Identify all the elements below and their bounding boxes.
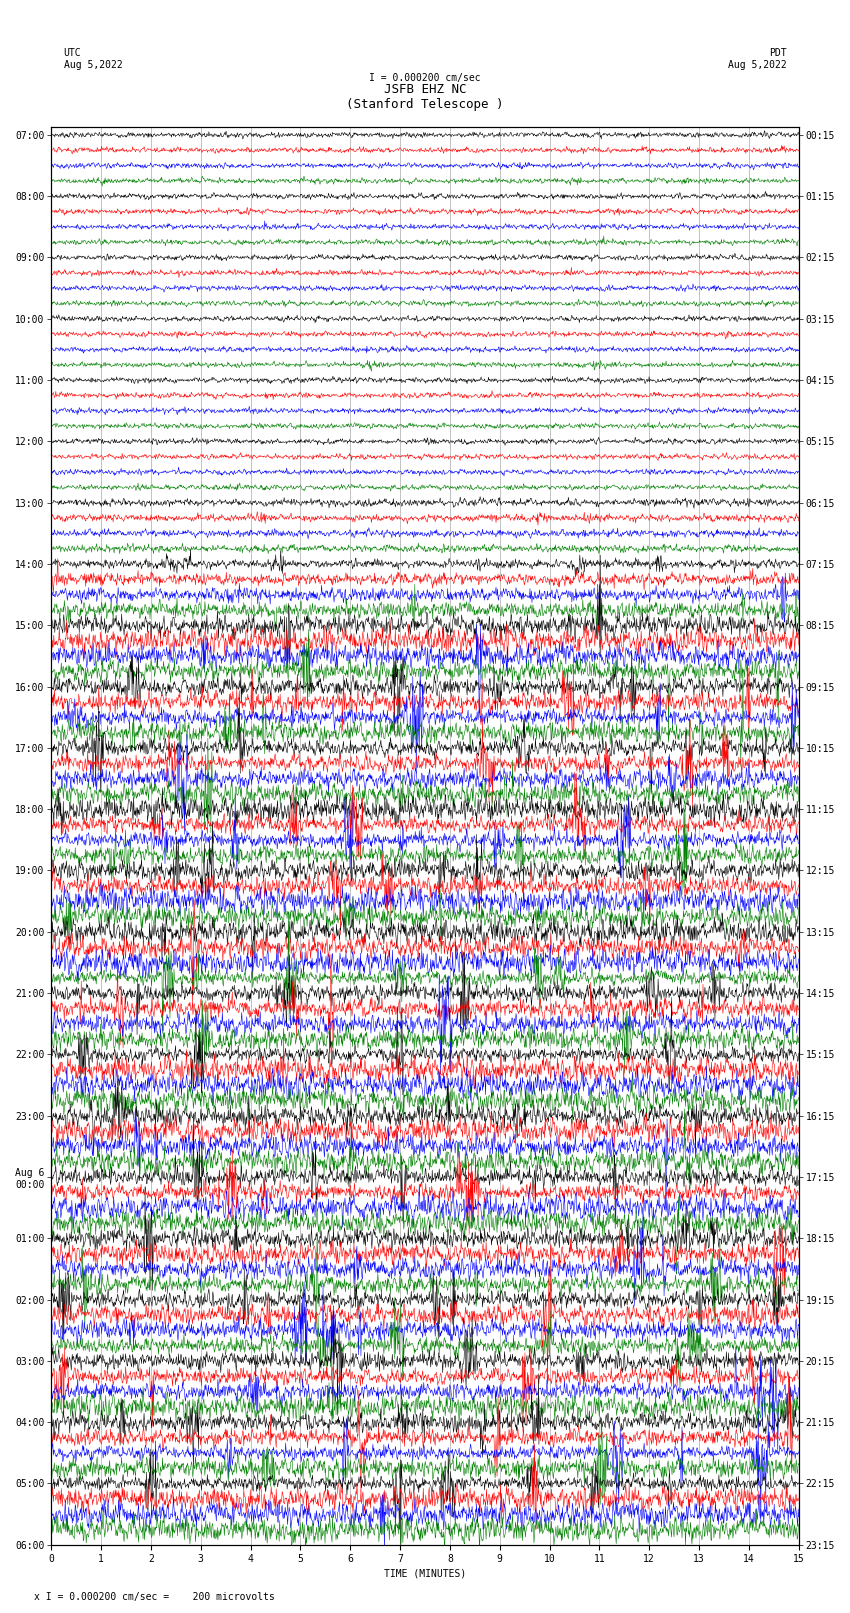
Text: I = 0.000200 cm/sec: I = 0.000200 cm/sec	[369, 73, 481, 82]
Text: UTC
Aug 5,2022: UTC Aug 5,2022	[64, 48, 122, 69]
Title: JSFB EHZ NC
(Stanford Telescope ): JSFB EHZ NC (Stanford Telescope )	[346, 82, 504, 111]
X-axis label: TIME (MINUTES): TIME (MINUTES)	[384, 1569, 466, 1579]
Text: PDT
Aug 5,2022: PDT Aug 5,2022	[728, 48, 786, 69]
Text: x I = 0.000200 cm/sec =    200 microvolts: x I = 0.000200 cm/sec = 200 microvolts	[34, 1592, 275, 1602]
